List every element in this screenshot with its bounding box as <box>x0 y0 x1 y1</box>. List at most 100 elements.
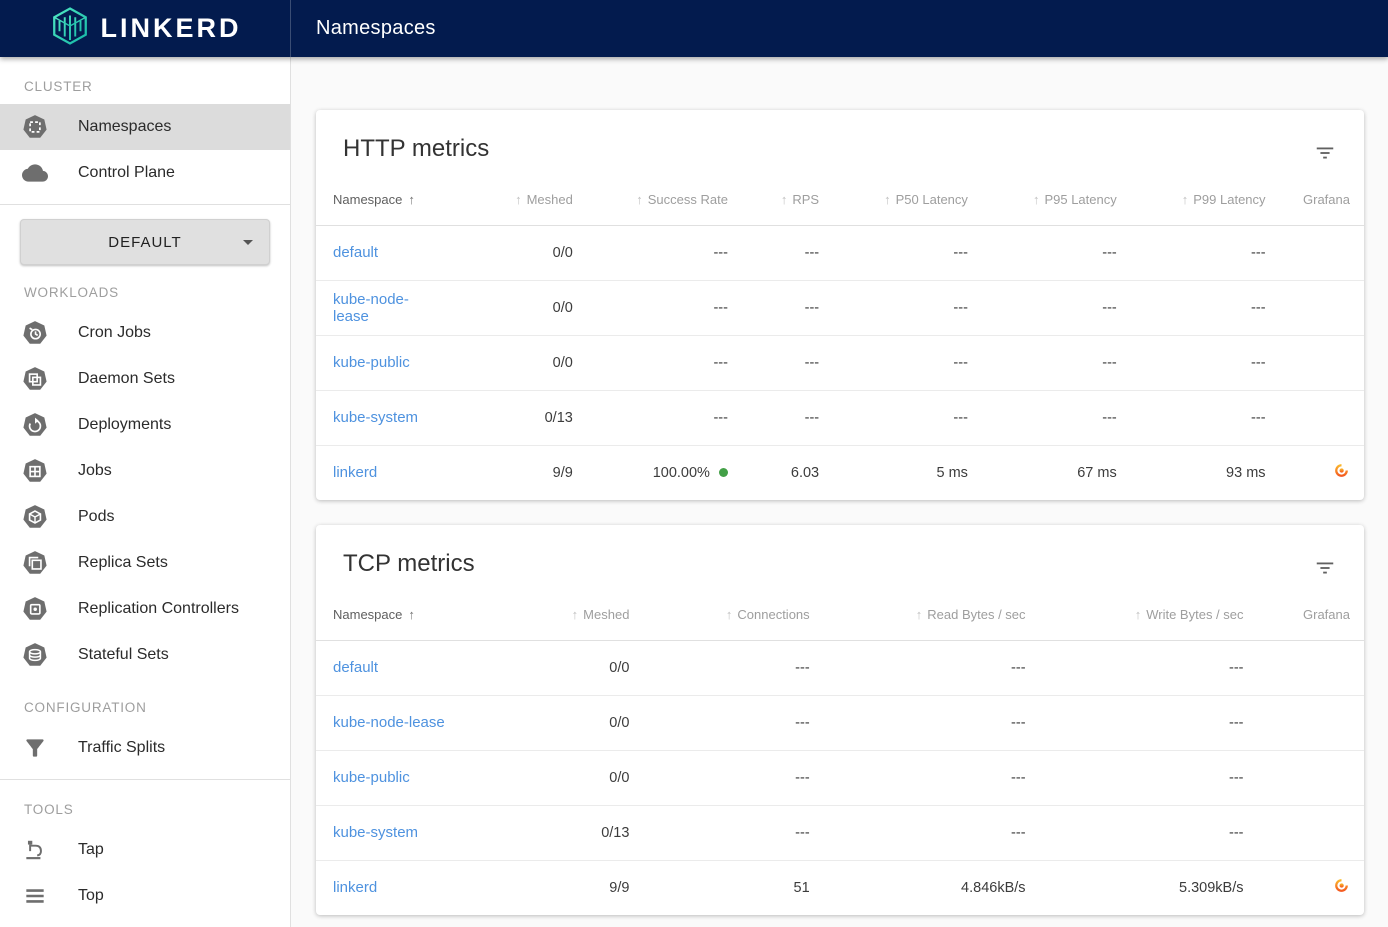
p95-cell: --- <box>1102 244 1117 261</box>
p99-cell: --- <box>1251 299 1266 316</box>
p99-cell: --- <box>1251 354 1266 371</box>
grafana-cell <box>1246 695 1364 750</box>
read-bytes-cell: --- <box>1011 714 1026 731</box>
namespace-link[interactable]: kube-public <box>333 769 410 786</box>
column-header-rps[interactable]: RPS <box>730 175 821 225</box>
tcp-metrics-card: TCP metrics Namespace Meshed Connections… <box>316 525 1364 915</box>
sidebar-item-top[interactable]: Top <box>0 873 290 919</box>
meshed-cell: 9/9 <box>552 464 573 481</box>
column-header-meshed[interactable]: Meshed <box>473 590 631 640</box>
sidebar-item-replication-controllers[interactable]: Replication Controllers <box>0 586 290 632</box>
linkerd-logo[interactable]: LINKERD <box>0 0 291 57</box>
meshed-cell: 0/0 <box>552 244 573 261</box>
sidebar-item-cron-jobs[interactable]: Cron Jobs <box>0 310 290 356</box>
namespace-link[interactable]: linkerd <box>333 464 378 482</box>
sort-arrow-icon <box>726 607 733 622</box>
column-header-write-bytes[interactable]: Write Bytes / sec <box>1028 590 1246 640</box>
linkerd-logo-icon <box>49 5 91 52</box>
namespace-link[interactable]: default <box>333 244 379 261</box>
namespace-selector-value: DEFAULT <box>108 233 182 251</box>
p50-cell: --- <box>953 354 968 371</box>
namespace-link[interactable]: default <box>333 659 379 676</box>
sidebar-item-label: Pods <box>78 508 115 525</box>
table-row: kube-node-lease 0/0 --- --- --- <box>316 695 1364 750</box>
sidebar-item-label: Traffic Splits <box>78 739 166 756</box>
connections-cell: --- <box>795 824 810 841</box>
sidebar-item-deployments[interactable]: Deployments <box>0 402 290 448</box>
sort-arrow-icon <box>636 192 643 207</box>
card-title: TCP metrics <box>343 550 475 577</box>
replication-controllers-icon <box>22 596 48 622</box>
traffic-splits-icon <box>22 735 48 761</box>
column-header-grafana: Grafana <box>1303 607 1350 623</box>
namespace-link[interactable]: kube-public <box>333 354 410 371</box>
grafana-link[interactable] <box>1333 462 1350 479</box>
http-metrics-table: Namespace Meshed Success Rate RPS P50 La… <box>316 175 1364 500</box>
grafana-cell <box>1268 335 1364 390</box>
write-bytes-cell: --- <box>1229 714 1244 731</box>
sidebar-item-jobs[interactable]: Jobs <box>0 448 290 494</box>
sidebar-item-control-plane[interactable]: Control Plane <box>0 150 290 196</box>
namespace-link[interactable]: kube-system <box>333 824 419 841</box>
sidebar-item-tap[interactable]: Tap <box>0 827 290 873</box>
column-header-read-bytes[interactable]: Read Bytes / sec <box>812 590 1028 640</box>
column-header-p50[interactable]: P50 Latency <box>821 175 970 225</box>
sidebar-item-label: Cron Jobs <box>78 324 151 341</box>
p95-cell: --- <box>1102 299 1117 316</box>
grafana-cell <box>1246 860 1364 915</box>
rps-cell: --- <box>804 244 820 261</box>
sidebar-divider <box>0 779 290 780</box>
rps-cell: 6.03 <box>790 464 820 481</box>
section-label-workloads: WORKLOADS <box>24 285 119 300</box>
grafana-icon <box>1335 879 1348 893</box>
sidebar-item-label: Stateful Sets <box>78 646 169 663</box>
column-header-connections[interactable]: Connections <box>631 590 811 640</box>
sidebar-item-daemon-sets[interactable]: Daemon Sets <box>0 356 290 402</box>
sort-arrow-icon <box>408 607 415 622</box>
read-bytes-cell: --- <box>1011 659 1026 676</box>
table-row: linkerd 9/9 51 4.846kB/s 5.309kB/s <box>316 860 1364 915</box>
grafana-cell <box>1246 640 1364 695</box>
sort-arrow-icon <box>408 192 415 207</box>
sort-arrow-icon <box>884 192 891 207</box>
success-rate-cell: --- <box>713 299 728 316</box>
sidebar-item-pods[interactable]: Pods <box>0 494 290 540</box>
tap-icon <box>22 837 48 863</box>
success-rate-dot <box>718 468 728 478</box>
sidebar-item-replica-sets[interactable]: Replica Sets <box>0 540 290 586</box>
p50-cell: 5 ms <box>936 464 968 481</box>
sort-arrow-icon <box>916 607 923 622</box>
http-metrics-card: HTTP metrics Namespace Meshed Success Ra… <box>316 110 1364 500</box>
sort-arrow-icon <box>781 192 788 207</box>
logo-text: LINKERD <box>100 13 242 43</box>
grafana-link[interactable] <box>1333 877 1350 894</box>
column-header-p99[interactable]: P99 Latency <box>1119 175 1268 225</box>
column-header-success-rate[interactable]: Success Rate <box>575 175 730 225</box>
column-header-namespace[interactable]: Namespace <box>316 590 473 640</box>
filter-icon[interactable] <box>1312 140 1338 166</box>
success-rate-cell: 100.00% <box>575 445 730 500</box>
sidebar-item-namespaces[interactable]: Namespaces <box>0 104 290 150</box>
column-header-meshed[interactable]: Meshed <box>442 175 575 225</box>
table-row: linkerd 9/9 100.00% 6.03 5 ms 67 ms 93 m… <box>316 445 1364 500</box>
column-header-p95[interactable]: P95 Latency <box>970 175 1119 225</box>
meshed-cell: 0/0 <box>552 299 573 316</box>
namespace-link[interactable]: kube-node-lease <box>333 290 409 325</box>
section-label-tools: TOOLS <box>24 802 74 817</box>
namespace-link[interactable]: kube-node-lease <box>333 714 445 731</box>
write-bytes-cell: 5.309kB/s <box>1179 879 1244 896</box>
success-rate-cell: --- <box>713 244 728 261</box>
namespace-link[interactable]: kube-system <box>333 409 419 426</box>
connections-cell: --- <box>795 714 810 731</box>
filter-icon[interactable] <box>1312 555 1338 581</box>
grafana-icon <box>1335 464 1348 478</box>
table-row: default 0/0 --- --- --- <box>316 640 1364 695</box>
namespace-selector[interactable]: DEFAULT <box>20 219 270 265</box>
sidebar-item-stateful-sets[interactable]: Stateful Sets <box>0 632 290 678</box>
p95-cell: --- <box>1102 354 1117 371</box>
namespace-link[interactable]: linkerd <box>333 879 378 897</box>
grafana-cell <box>1268 225 1364 280</box>
jobs-icon <box>22 458 48 484</box>
column-header-namespace[interactable]: Namespace <box>316 175 442 225</box>
sidebar-item-traffic-splits[interactable]: Traffic Splits <box>0 725 290 771</box>
